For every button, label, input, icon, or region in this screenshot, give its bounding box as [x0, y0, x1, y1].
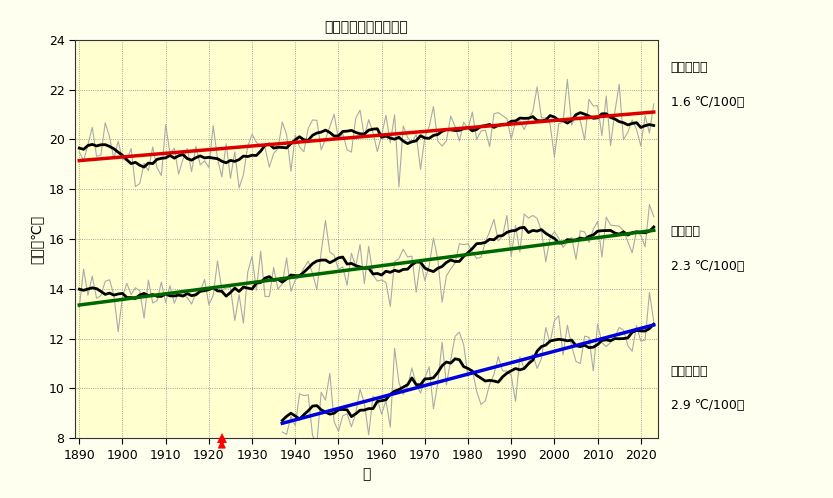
Title: 名古屋の年気温３要素: 名古屋の年気温３要素: [325, 20, 408, 34]
Text: 日最高気温: 日最高気温: [671, 61, 708, 74]
Text: 日最低気温: 日最低気温: [671, 365, 708, 377]
Text: 2.9 ℃/100年: 2.9 ℃/100年: [671, 399, 744, 412]
X-axis label: 年: 年: [362, 467, 371, 481]
Y-axis label: 気温（℃）: 気温（℃）: [29, 215, 43, 263]
Text: 1.6 ℃/100年: 1.6 ℃/100年: [671, 96, 744, 109]
Text: 2.3 ℃/100年: 2.3 ℃/100年: [671, 260, 744, 273]
Text: 平均気温: 平均気温: [671, 225, 701, 238]
